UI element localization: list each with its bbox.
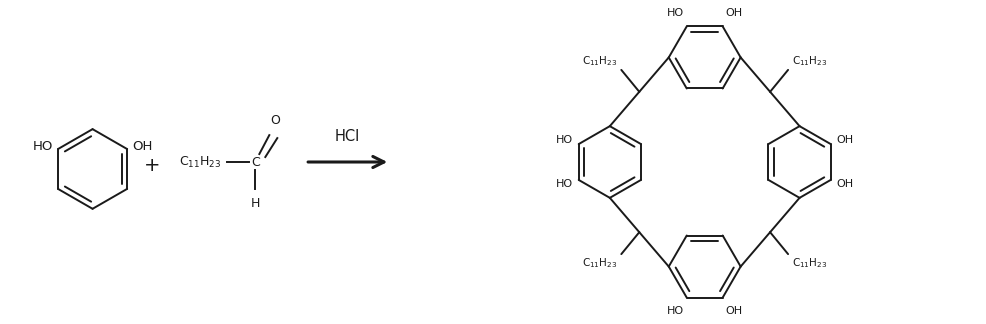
Text: HO: HO <box>33 140 53 153</box>
Text: HO: HO <box>555 135 573 145</box>
Text: OH: OH <box>837 179 854 189</box>
Text: C$_{11}$H$_{23}$: C$_{11}$H$_{23}$ <box>582 256 617 270</box>
Text: C$_{11}$H$_{23}$: C$_{11}$H$_{23}$ <box>792 256 827 270</box>
Text: OH: OH <box>726 306 742 316</box>
Text: OH: OH <box>726 8 742 18</box>
Text: C$_{11}$H$_{23}$: C$_{11}$H$_{23}$ <box>179 155 222 169</box>
Text: H: H <box>250 197 260 210</box>
Text: C$_{11}$H$_{23}$: C$_{11}$H$_{23}$ <box>582 54 617 68</box>
Text: HO: HO <box>555 179 573 189</box>
Text: OH: OH <box>837 135 854 145</box>
Text: C: C <box>251 156 259 168</box>
Text: HO: HO <box>667 8 683 18</box>
Text: HCl: HCl <box>335 129 360 144</box>
Text: HO: HO <box>667 306 683 316</box>
Text: C$_{11}$H$_{23}$: C$_{11}$H$_{23}$ <box>792 54 827 68</box>
Text: +: + <box>144 156 161 176</box>
Text: O: O <box>270 114 280 127</box>
Text: OH: OH <box>132 140 153 153</box>
